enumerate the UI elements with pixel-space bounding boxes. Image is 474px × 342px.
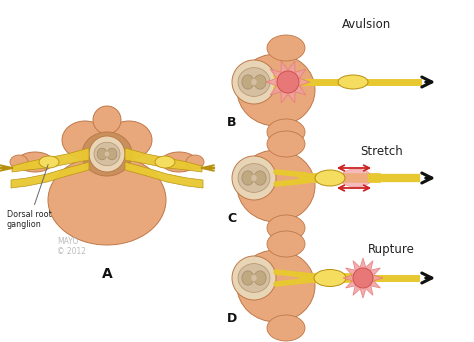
Ellipse shape [93,106,121,134]
Ellipse shape [251,275,257,281]
Polygon shape [125,162,203,188]
Ellipse shape [242,271,254,285]
Ellipse shape [338,75,368,89]
Ellipse shape [267,131,305,157]
Ellipse shape [39,156,59,168]
Text: MAYO
© 2012: MAYO © 2012 [57,237,86,256]
Ellipse shape [237,150,315,222]
Ellipse shape [94,142,120,166]
Ellipse shape [237,250,315,322]
Ellipse shape [267,119,305,145]
Text: Rupture: Rupture [368,243,415,256]
Ellipse shape [238,68,270,96]
Ellipse shape [242,171,254,185]
Ellipse shape [62,121,108,159]
Ellipse shape [315,170,345,186]
Ellipse shape [251,79,257,85]
Ellipse shape [232,156,276,200]
Ellipse shape [251,175,257,181]
Ellipse shape [48,155,166,245]
Ellipse shape [106,121,152,159]
Ellipse shape [254,271,266,285]
Text: Avulsion: Avulsion [342,18,391,31]
Text: A: A [101,267,112,281]
Ellipse shape [161,152,197,172]
Ellipse shape [238,264,270,292]
Polygon shape [11,162,89,188]
Text: B: B [227,116,237,129]
Ellipse shape [267,315,305,341]
Ellipse shape [232,60,276,104]
Ellipse shape [237,54,315,126]
Ellipse shape [238,163,270,193]
Ellipse shape [340,169,372,187]
Ellipse shape [82,132,132,176]
Ellipse shape [105,151,109,157]
Text: D: D [227,312,237,325]
Ellipse shape [10,155,28,169]
Ellipse shape [89,136,125,172]
Ellipse shape [353,268,373,288]
Ellipse shape [254,75,266,89]
Ellipse shape [314,269,346,287]
Ellipse shape [242,75,254,89]
Ellipse shape [254,171,266,185]
Ellipse shape [267,215,305,241]
Ellipse shape [267,231,305,257]
Ellipse shape [107,148,117,160]
Text: Dorsal root
ganglion: Dorsal root ganglion [7,165,52,229]
Ellipse shape [277,71,299,93]
Polygon shape [343,258,383,298]
Ellipse shape [186,155,204,169]
Ellipse shape [97,148,107,160]
Polygon shape [125,148,202,172]
Text: Stretch: Stretch [360,145,403,158]
Ellipse shape [267,35,305,61]
Ellipse shape [17,152,53,172]
Ellipse shape [232,256,276,300]
Polygon shape [12,148,89,172]
Ellipse shape [155,156,175,168]
Polygon shape [266,61,310,103]
Text: C: C [228,212,237,225]
